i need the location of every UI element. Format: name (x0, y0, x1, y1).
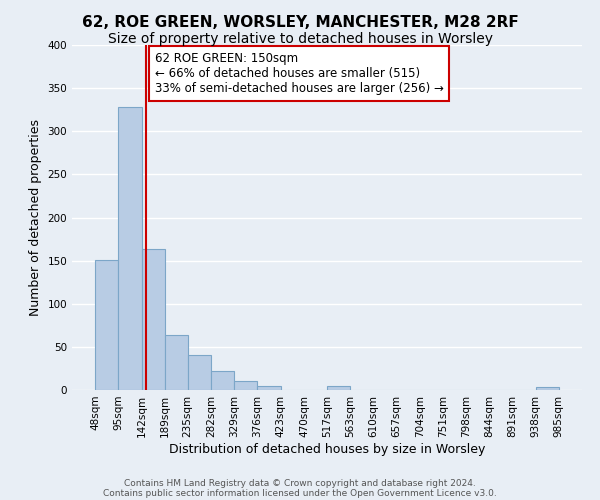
Bar (536, 388, 559, 390)
Bar (188, 354, 211, 390)
Bar (165, 335, 188, 390)
Bar (257, 386, 281, 390)
Bar (142, 248, 165, 390)
Bar (211, 371, 234, 390)
Bar (118, 107, 142, 390)
Text: 62, ROE GREEN, WORSLEY, MANCHESTER, M28 2RF: 62, ROE GREEN, WORSLEY, MANCHESTER, M28 … (82, 15, 518, 30)
X-axis label: Distribution of detached houses by size in Worsley: Distribution of detached houses by size … (169, 442, 485, 456)
Text: Contains public sector information licensed under the Open Government Licence v3: Contains public sector information licen… (103, 488, 497, 498)
Y-axis label: Number of detached properties: Number of detached properties (29, 119, 42, 316)
Bar (95, 260, 118, 390)
Bar (234, 382, 257, 390)
Bar (327, 386, 350, 390)
Text: 62 ROE GREEN: 150sqm
← 66% of detached houses are smaller (515)
33% of semi-deta: 62 ROE GREEN: 150sqm ← 66% of detached h… (155, 52, 443, 95)
Text: Size of property relative to detached houses in Worsley: Size of property relative to detached ho… (107, 32, 493, 46)
Text: Contains HM Land Registry data © Crown copyright and database right 2024.: Contains HM Land Registry data © Crown c… (124, 478, 476, 488)
